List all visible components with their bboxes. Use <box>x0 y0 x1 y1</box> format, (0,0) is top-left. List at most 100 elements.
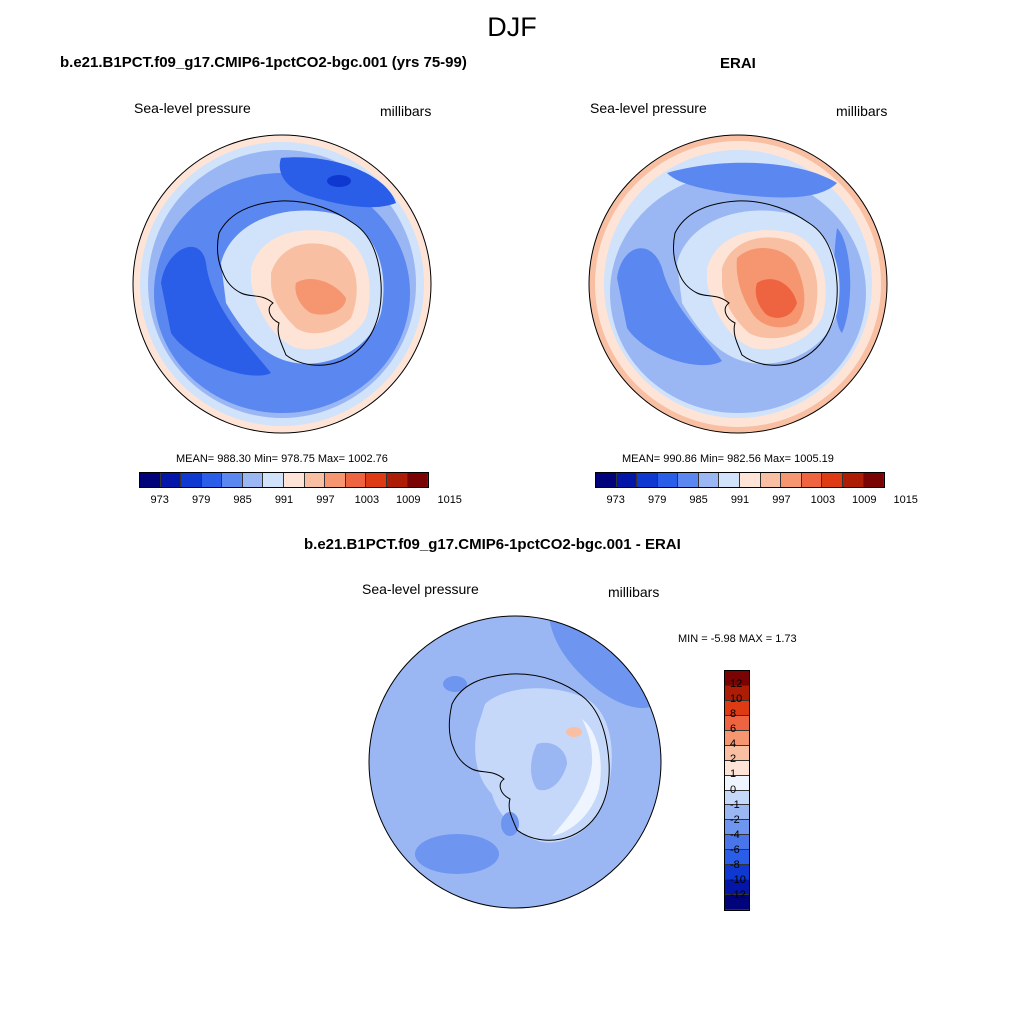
colorbar-swatch <box>160 473 182 487</box>
panel1-antarctica-coastline <box>217 200 382 366</box>
colorbar-tick-label: 1015 <box>437 494 462 506</box>
panel3-colorbar <box>724 670 750 911</box>
colorbar-tick-label: 10 <box>730 693 743 706</box>
panel3-polar-map <box>368 615 662 909</box>
colorbar-tick-label: 1003 <box>810 494 836 506</box>
panel2-title: ERAI <box>720 55 756 72</box>
colorbar-swatch <box>304 473 326 487</box>
panel2-polar-map <box>588 134 888 434</box>
colorbar-tick-label: -8 <box>730 858 740 871</box>
panel1-colorbar <box>139 472 429 488</box>
colorbar-tick-label: 1 <box>730 768 737 781</box>
colorbar-swatch <box>725 760 749 776</box>
colorbar-swatch <box>616 473 638 487</box>
colorbar-swatch <box>222 473 243 487</box>
colorbar-tick-label: 985 <box>233 494 252 506</box>
panel3-diff-zero <box>552 719 601 836</box>
panel3-diff-minus2 <box>531 742 567 791</box>
colorbar-tick-label: 973 <box>150 494 169 506</box>
colorbar-tick-label: 4 <box>730 738 737 751</box>
panel2-variable-label: Sea-level pressure <box>590 100 707 116</box>
colorbar-swatch <box>740 473 761 487</box>
colorbar-swatch <box>725 685 749 701</box>
colorbar-tick-label: 979 <box>191 494 211 506</box>
colorbar-tick-label: -12 <box>730 888 746 901</box>
colorbar-swatch <box>801 473 823 487</box>
panel1-title: b.e21.B1PCT.f09_g17.CMIP6-1pctCO2-bgc.00… <box>60 54 467 71</box>
colorbar-tick-label: 8 <box>730 708 737 721</box>
panel2-high-core <box>755 279 797 318</box>
colorbar-tick-label: 1003 <box>354 494 380 506</box>
panel2-units-label: millibars <box>836 103 888 119</box>
colorbar-swatch <box>325 473 346 487</box>
colorbar-swatch <box>657 473 679 487</box>
colorbar-tick-label: 979 <box>647 494 667 506</box>
colorbar-tick-label: 1009 <box>852 494 877 506</box>
panel3-negative-coast <box>501 812 519 836</box>
panel2-low-north <box>667 162 837 198</box>
colorbar-swatch <box>725 805 749 821</box>
panel3-positive-spot <box>566 727 582 737</box>
panel3-variable-label: Sea-level pressure <box>362 581 479 597</box>
panel1-low-core <box>327 175 351 187</box>
colorbar-swatch <box>201 473 223 487</box>
figure-title: DJF <box>487 12 537 42</box>
colorbar-swatch <box>345 473 367 487</box>
colorbar-swatch <box>366 473 387 487</box>
panel1-variable-label: Sea-level pressure <box>134 100 251 116</box>
colorbar-tick-label: 6 <box>730 723 737 736</box>
colorbar-tick-label: 0 <box>730 783 737 796</box>
panel3-map-border <box>368 615 662 909</box>
colorbar-swatch <box>678 473 699 487</box>
colorbar-swatch <box>760 473 782 487</box>
colorbar-swatch <box>284 473 305 487</box>
colorbar-tick-label: -6 <box>730 843 740 856</box>
colorbar-swatch <box>242 473 264 487</box>
colorbar-swatch <box>725 865 749 881</box>
colorbar-swatch <box>725 790 749 806</box>
panel3-negative-northeast <box>549 616 657 709</box>
colorbar-swatch <box>725 730 749 746</box>
colorbar-swatch <box>263 473 285 487</box>
colorbar-tick-label: 1009 <box>396 494 421 506</box>
panel2-map-border <box>588 134 888 434</box>
panel2-antarctica-coastline <box>673 200 838 366</box>
colorbar-tick-label: 1015 <box>893 494 918 506</box>
colorbar-tick-label: -1 <box>730 798 740 811</box>
colorbar-swatch <box>637 473 658 487</box>
panel1-low-west <box>161 246 271 376</box>
colorbar-tick-label: -2 <box>730 813 740 826</box>
colorbar-swatch <box>725 835 749 851</box>
colorbar-swatch <box>725 850 749 866</box>
colorbar-swatch <box>863 473 885 487</box>
colorbar-swatch <box>842 473 864 487</box>
colorbar-swatch <box>181 473 202 487</box>
colorbar-swatch <box>725 700 749 716</box>
colorbar-tick-label: 991 <box>274 494 294 506</box>
colorbar-swatch <box>781 473 802 487</box>
colorbar-tick-label: 997 <box>772 494 791 506</box>
colorbar-tick-label: 991 <box>730 494 750 506</box>
colorbar-swatch <box>725 671 749 686</box>
colorbar-swatch <box>596 473 617 487</box>
panel1-polar-map <box>132 134 432 434</box>
panel3-title: b.e21.B1PCT.f09_g17.CMIP6-1pctCO2-bgc.00… <box>304 536 681 553</box>
colorbar-swatch <box>698 473 720 487</box>
colorbar-swatch <box>725 895 749 910</box>
panel3-units-label: millibars <box>608 584 660 600</box>
colorbar-swatch <box>725 775 749 791</box>
colorbar-swatch <box>725 880 749 896</box>
colorbar-swatch <box>140 473 161 487</box>
colorbar-swatch <box>719 473 741 487</box>
panel3-negative-southwest <box>415 834 499 874</box>
panel1-map-border <box>132 134 432 434</box>
colorbar-tick-label: 985 <box>689 494 708 506</box>
panel1-stats: MEAN= 988.30 Min= 978.75 Max= 1002.76 <box>176 453 388 465</box>
colorbar-tick-label: 12 <box>730 678 743 691</box>
panel1-units-label: millibars <box>380 103 432 119</box>
colorbar-swatch <box>725 820 749 836</box>
colorbar-tick-label: 2 <box>730 753 737 766</box>
colorbar-swatch <box>725 745 749 761</box>
colorbar-swatch <box>386 473 408 487</box>
colorbar-swatch <box>407 473 429 487</box>
